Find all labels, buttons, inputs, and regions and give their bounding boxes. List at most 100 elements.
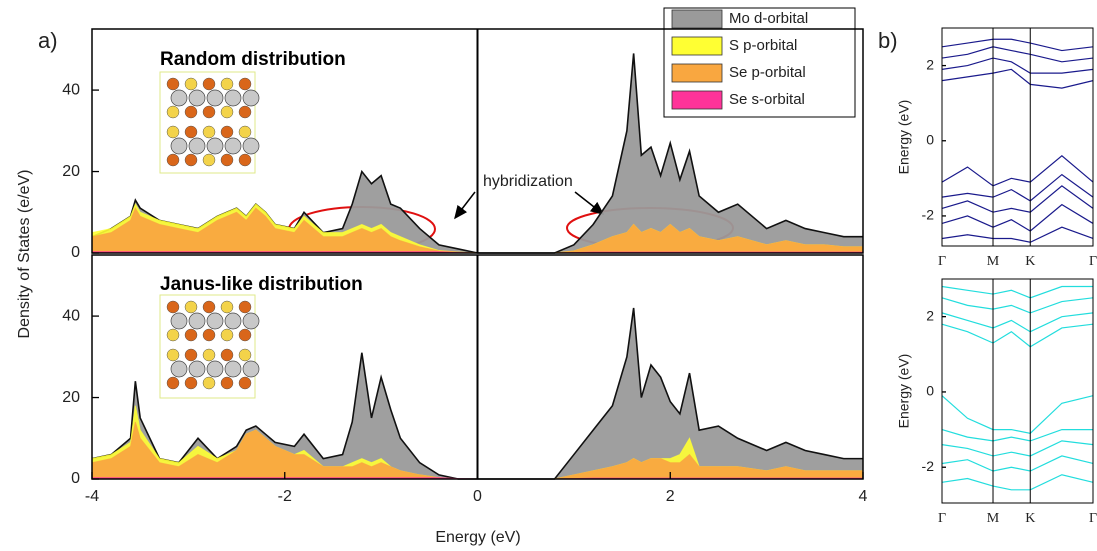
x-tick-label: K <box>1025 254 1035 269</box>
x-tick-label: 4 <box>859 488 868 505</box>
area-fill <box>92 421 863 479</box>
band-line <box>941 185 1094 213</box>
y-axis-label: Density of States (e/eV) <box>16 170 33 339</box>
band-line <box>941 46 1094 63</box>
atom <box>184 300 198 314</box>
y-tick-label: 2 <box>926 307 934 323</box>
area-fill <box>92 307 863 479</box>
atom <box>166 153 180 167</box>
atom <box>238 105 252 119</box>
x-tick-label: 2 <box>666 488 675 505</box>
legend-label: S p-orbital <box>729 37 797 54</box>
y-tick-label: 0 <box>926 131 934 147</box>
band-line <box>941 395 1094 435</box>
band-line <box>941 440 1094 457</box>
atom <box>220 300 234 314</box>
x-tick-label: Γ <box>938 254 946 269</box>
legend-swatch <box>671 90 723 110</box>
atom <box>188 137 206 155</box>
atom <box>184 348 198 362</box>
structure-insets <box>159 71 260 399</box>
x-tick-label: Γ <box>1089 254 1097 269</box>
atom <box>220 328 234 342</box>
atom <box>202 376 216 390</box>
x-tick-label: -4 <box>85 488 99 505</box>
x-tick-label: K <box>1025 511 1035 526</box>
band-line <box>941 226 1094 243</box>
atom <box>238 153 252 167</box>
x-tick-label: Γ <box>1089 511 1097 526</box>
atom <box>220 125 234 139</box>
y-tick-label: 40 <box>62 81 80 98</box>
area-fill <box>92 53 863 253</box>
atom <box>202 105 216 119</box>
atom <box>170 312 188 330</box>
y-tick-label: 0 <box>71 470 80 487</box>
atom <box>238 328 252 342</box>
legend-swatch <box>671 36 723 56</box>
atom <box>238 348 252 362</box>
series-line <box>91 421 863 480</box>
panel-label: a) <box>38 28 58 53</box>
atom <box>238 125 252 139</box>
band-line <box>941 173 1094 202</box>
atom <box>220 153 234 167</box>
band-line <box>941 38 1094 52</box>
atom <box>202 300 216 314</box>
legend-label: Se s-orbital <box>729 91 805 108</box>
y-tick-label: -2 <box>922 458 935 474</box>
legend-label: Se p-orbital <box>729 64 806 81</box>
y-tick-label: 40 <box>62 307 80 324</box>
band-line <box>941 68 1094 89</box>
atom <box>224 360 242 378</box>
y-tick-label: 2 <box>926 56 934 72</box>
atom <box>206 137 224 155</box>
band-line <box>941 455 1094 472</box>
band-line <box>941 57 1094 74</box>
band-line <box>941 203 1094 232</box>
atom <box>202 125 216 139</box>
x-tick-label: 0 <box>473 488 482 505</box>
atom <box>238 77 252 91</box>
annotation: hybridization <box>483 173 573 190</box>
atom <box>202 77 216 91</box>
atom <box>188 312 206 330</box>
atom <box>238 300 252 314</box>
panel-label: b) <box>878 28 898 53</box>
atom <box>184 328 198 342</box>
legend-label: Mo d-orbital <box>729 10 808 27</box>
atom <box>224 137 242 155</box>
atom <box>188 360 206 378</box>
atom <box>220 105 234 119</box>
x-tick-label: M <box>987 254 1000 269</box>
y-tick-label: -2 <box>922 207 935 223</box>
x-tick-label: -2 <box>278 488 292 505</box>
x-axis-label: Energy (eV) <box>435 529 520 546</box>
atom <box>166 376 180 390</box>
y-tick-label: 0 <box>71 244 80 261</box>
y-axis-label: Energy (eV) <box>896 354 912 429</box>
atom <box>184 125 198 139</box>
atom <box>166 348 180 362</box>
band-line <box>941 297 1094 314</box>
atom <box>166 77 180 91</box>
atom <box>220 376 234 390</box>
panel-title: Random distribution <box>160 49 346 70</box>
atom <box>242 137 260 155</box>
plot <box>941 285 1094 491</box>
plot: Mo d-orbital S p-orbital Se p-orbital Se s-… <box>91 7 863 254</box>
atom <box>184 105 198 119</box>
atom <box>170 137 188 155</box>
series-line <box>91 207 863 254</box>
band-line <box>941 428 1093 442</box>
atom <box>202 153 216 167</box>
atom <box>202 348 216 362</box>
y-tick-label: 20 <box>62 163 80 180</box>
plot <box>941 38 1094 243</box>
band-line <box>941 474 1094 491</box>
series-line <box>92 477 863 480</box>
series-line <box>92 251 863 254</box>
legend-swatch <box>671 9 723 29</box>
y-tick-label: 0 <box>926 383 934 399</box>
